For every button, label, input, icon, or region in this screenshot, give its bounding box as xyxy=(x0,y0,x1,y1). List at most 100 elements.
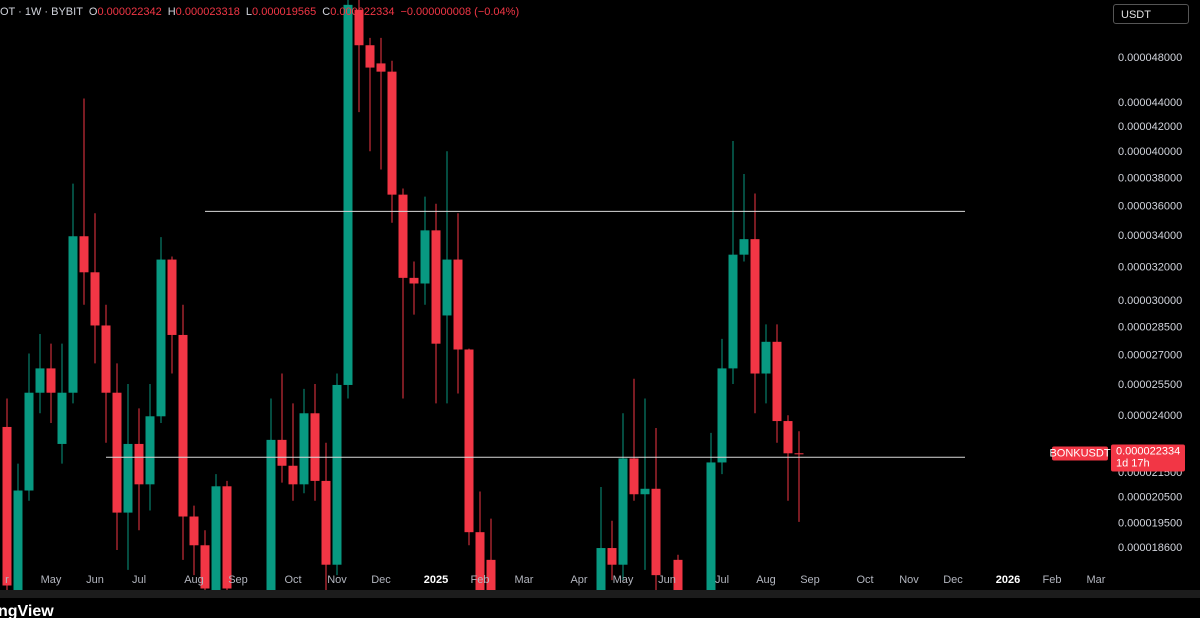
candle-body xyxy=(464,349,474,533)
y-tick-label: 0.000027000 xyxy=(1118,349,1182,361)
candle-body xyxy=(794,453,804,455)
y-tick-label: 0.000018600 xyxy=(1118,542,1182,554)
candle-body xyxy=(134,443,144,485)
x-tick-label: Nov xyxy=(899,574,919,586)
candle-body xyxy=(640,488,650,495)
candle-body xyxy=(739,239,749,255)
x-tick-label: May xyxy=(41,574,62,586)
ohlc-value: 0.000019565 xyxy=(252,6,317,18)
candle-body xyxy=(607,548,617,565)
symbol-interval: OT · 1W · BYBIT xyxy=(0,6,83,18)
candle-body xyxy=(717,368,727,463)
price-tag: 0.000022334 xyxy=(1116,445,1180,457)
y-tick-label: 0.000036000 xyxy=(1118,201,1182,213)
candle-body xyxy=(772,341,782,422)
candle-body xyxy=(354,9,364,46)
candle-body xyxy=(90,272,100,326)
candle-body xyxy=(376,63,386,72)
candle-body xyxy=(783,421,793,454)
candle-body xyxy=(24,392,34,491)
candle-body xyxy=(112,392,122,513)
x-tick-label: Apr xyxy=(570,574,587,586)
x-tick-label: Nov xyxy=(327,574,347,586)
change: −0.000000008 (−0.04%) xyxy=(400,6,520,18)
x-tick-label: Jun xyxy=(658,574,676,586)
candle-body xyxy=(618,458,628,565)
candle-body xyxy=(277,439,287,466)
candle-body xyxy=(453,259,463,350)
x-tick-label: Dec xyxy=(371,574,391,586)
candle-body xyxy=(68,236,78,393)
y-tick-label: 0.000040000 xyxy=(1118,146,1182,158)
candle-body xyxy=(156,259,166,417)
y-tick-label: 0.000025500 xyxy=(1118,379,1182,391)
bottom-bar xyxy=(0,590,1200,598)
ohlc-value: 0.000022334 xyxy=(330,6,395,18)
candle-body xyxy=(728,254,738,369)
candle-body xyxy=(387,71,397,195)
x-tick-label: Aug xyxy=(756,574,776,586)
y-tick-label: 0.000034000 xyxy=(1118,230,1182,242)
candle-body xyxy=(310,413,320,481)
candle-body xyxy=(299,413,309,485)
x-tick-label: 2025 xyxy=(424,574,448,586)
candle-body xyxy=(167,259,177,335)
candle-body xyxy=(288,465,298,485)
ohlc-label: O xyxy=(88,6,98,18)
candle-body xyxy=(35,368,45,393)
candle-body xyxy=(398,194,408,278)
symbol-tag: BONKUSDT xyxy=(1049,447,1110,459)
countdown: 1d 17h xyxy=(1116,457,1150,469)
y-tick-label: 0.000032000 xyxy=(1118,261,1182,273)
ohlc-label: C xyxy=(322,6,331,18)
candle-body xyxy=(266,439,276,590)
ohlc-label: L xyxy=(245,6,253,18)
ohlc-value: 0.000022342 xyxy=(97,6,162,18)
candle-body xyxy=(2,426,12,586)
candle-body xyxy=(200,545,210,589)
currency-button[interactable]: USDT xyxy=(1113,4,1189,24)
x-tick-label: Mar xyxy=(515,574,534,586)
x-tick-label: Jul xyxy=(715,574,729,586)
candle-body xyxy=(750,239,760,374)
x-tick-label: Jun xyxy=(86,574,104,586)
candle-body xyxy=(431,230,441,344)
candle-body xyxy=(145,416,155,485)
candle-body xyxy=(486,559,496,590)
axes: 0.000048000 0.000044000 0.000042000 0.00004… xyxy=(5,52,1185,586)
candle-body xyxy=(442,259,452,316)
candle-body xyxy=(79,236,89,273)
ohlc-label: H xyxy=(167,6,176,18)
candle-body xyxy=(706,462,716,590)
x-tick-label: Oct xyxy=(284,574,301,586)
x-tick-label: Mar xyxy=(1087,574,1106,586)
candle-body xyxy=(761,341,771,374)
y-tick-label: 0.000019500 xyxy=(1118,518,1182,530)
price-tag-bg xyxy=(1111,444,1185,472)
candle-body xyxy=(123,443,133,513)
candle-body xyxy=(475,532,485,590)
x-tick-label: May xyxy=(613,574,634,586)
plot-area xyxy=(2,0,965,590)
candle-body xyxy=(101,325,111,393)
candle-body xyxy=(365,45,375,68)
y-tick-label: 0.000028500 xyxy=(1118,321,1182,333)
candle-body xyxy=(629,458,639,495)
candle-body xyxy=(211,486,221,590)
x-tick-label: Feb xyxy=(1043,574,1062,586)
candle-body xyxy=(409,277,419,284)
legend-header: OT · 1W · BYBIT O0.000022342 H0.000023318 L… xyxy=(0,6,525,18)
candle-body xyxy=(673,559,683,590)
candle-body xyxy=(321,480,331,565)
symbol-tag-bg xyxy=(1052,446,1108,461)
candle-body xyxy=(222,486,232,589)
x-tick-label: Feb xyxy=(471,574,490,586)
x-tick-label: Dec xyxy=(943,574,963,586)
y-tick-label: 0.000024000 xyxy=(1118,410,1182,422)
x-tick-label: Sep xyxy=(228,574,248,586)
candle-body xyxy=(57,392,67,444)
candle-body xyxy=(332,384,342,565)
candle-body xyxy=(596,548,606,590)
